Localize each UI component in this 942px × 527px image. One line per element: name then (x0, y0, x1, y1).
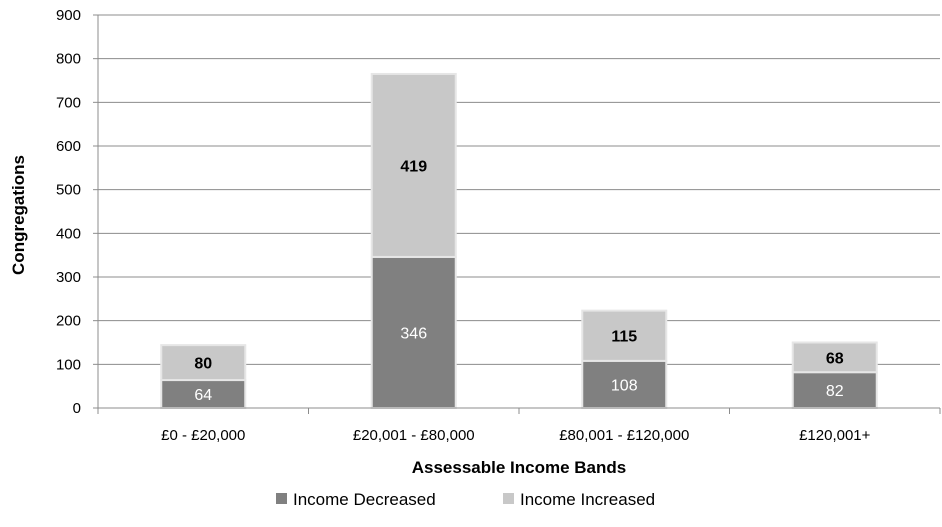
legend-swatch (276, 493, 287, 504)
data-label: 108 (611, 377, 638, 394)
axes: 0 100 200 300 400 500 600 700 800 900 £0 - £20,000… (56, 7, 941, 444)
y-axis-title: Congregations (9, 155, 28, 275)
legend-label: Income Increased (520, 490, 655, 509)
data-label: 80 (194, 356, 212, 373)
y-tick-label: 900 (56, 7, 81, 24)
bar-segment (370, 72, 457, 258)
y-tick-label: 500 (56, 182, 81, 199)
data-label: 419 (400, 158, 427, 175)
x-tick-label: £20,001 - £80,000 (353, 427, 475, 444)
gridlines (98, 14, 940, 365)
data-label: 115 (611, 329, 637, 346)
bars (160, 72, 878, 410)
data-labels: 64 80 346 419 108 115 82 68 (194, 158, 843, 404)
bar-segment (160, 344, 247, 382)
data-label: 64 (194, 387, 212, 404)
y-tick-label: 400 (56, 225, 81, 242)
data-label: 346 (400, 325, 427, 342)
y-tick-label: 100 (56, 356, 81, 373)
bar-segment (791, 341, 878, 374)
y-tick-label: 600 (56, 138, 81, 155)
legend-swatch (503, 493, 514, 504)
legend: Income Decreased Income Increased (276, 490, 655, 509)
x-axis-title: Assessable Income Bands (412, 458, 626, 477)
bar-segment (581, 309, 668, 362)
y-tick-label: 0 (73, 400, 81, 417)
y-tick-label: 800 (56, 51, 81, 68)
x-tick-label: £120,001+ (799, 427, 871, 444)
data-label: 82 (826, 383, 844, 400)
y-tick-label: 700 (56, 94, 81, 111)
data-label: 68 (826, 350, 844, 367)
x-tick-label: £0 - £20,000 (161, 427, 245, 444)
legend-label: Income Decreased (293, 490, 436, 509)
y-tick-label: 200 (56, 313, 81, 330)
x-tick-label: £80,001 - £120,000 (559, 427, 689, 444)
y-tick-label: 300 (56, 269, 81, 286)
